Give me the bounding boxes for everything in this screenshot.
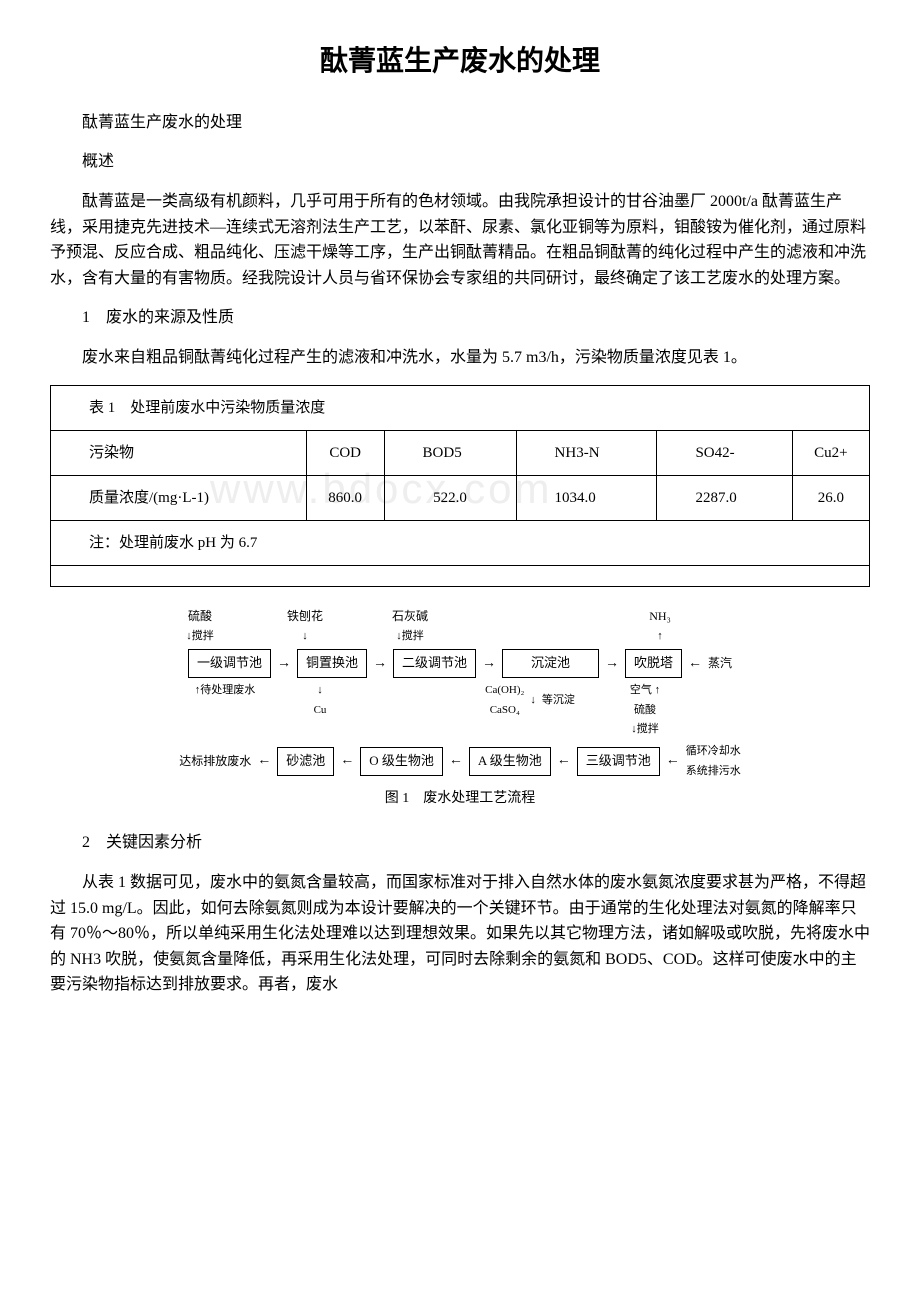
figure-1-caption: 图 1 废水处理工艺流程 (50, 788, 870, 810)
flow-node: 一级调节池 (188, 649, 271, 678)
section-2-paragraph: 从表 1 数据可见，废水中的氨氮含量较高，而国家标准对于排入自然水体的废水氨氮浓… (50, 870, 870, 998)
table-cell: 860.0 (306, 475, 384, 520)
table-row: 污染物 COD BOD5 NH3-N SO42- Cu2+ (51, 430, 870, 475)
table-header-cell: 污染物 (51, 430, 307, 475)
table-cell: 26.0 (792, 475, 869, 520)
table-cell: 1034.0 (516, 475, 657, 520)
table-cell: 522.0 (384, 475, 516, 520)
flow-label: NH₃ (649, 607, 671, 626)
flow-node: 砂滤池 (277, 747, 334, 776)
arrow-right-icon: → (277, 653, 291, 675)
arrow-up-icon: ↑ (657, 628, 663, 646)
flowchart-figure-1: 硫酸 ↓搅拌 铁刨花 ↓ 石灰碱 ↓搅拌 NH₃ ↑ 一级调节池 → 铜置换池 … (50, 607, 870, 811)
flow-label: 硫酸 (634, 702, 656, 720)
flow-node: 二级调节池 (393, 649, 476, 678)
section-2-heading: 2 关键因素分析 (50, 830, 870, 856)
table-1-caption: 表 1 处理前废水中污染物质量浓度 (51, 385, 870, 430)
arrow-down-icon: ↓ (302, 628, 308, 646)
flow-label: 硫酸 (188, 607, 212, 626)
table-1-wrapper: www.bdocx.com 表 1 处理前废水中污染物质量浓度 污染物 COD … (50, 385, 870, 587)
table-empty-row (51, 565, 870, 586)
flow-node: 铜置换池 (297, 649, 367, 678)
table-header-cell: COD (306, 430, 384, 475)
section-1-heading: 1 废水的来源及性质 (50, 305, 870, 331)
arrow-down-icon: ↓ (530, 692, 536, 710)
arrow-right-icon: → (605, 653, 619, 675)
table-row: 质量浓度/(mg·L-1) 860.0 522.0 1034.0 2287.0 … (51, 475, 870, 520)
flow-label: ↓搅拌 (186, 628, 214, 646)
flow-node: 沉淀池 (502, 649, 599, 678)
flow-label: 系统排污水 (686, 763, 741, 781)
table-1-note: 注：处理前废水 pH 为 6.7 (51, 520, 870, 565)
subtitle-line: 酞菁蓝生产废水的处理 (50, 110, 870, 136)
arrow-left-icon: ← (257, 750, 271, 772)
flow-label: 蒸汽 (708, 654, 732, 673)
overview-heading: 概述 (50, 149, 870, 175)
flow-node: 三级调节池 (577, 747, 660, 776)
flow-label: 空气 ↑ (630, 682, 660, 700)
arrow-left-icon: ← (449, 750, 463, 772)
table-header-cell: Cu2+ (792, 430, 869, 475)
table-header-cell: BOD5 (384, 430, 516, 475)
flow-label: 等沉淀 (542, 692, 575, 710)
table-header-cell: NH3-N (516, 430, 657, 475)
arrow-left-icon: ← (688, 653, 702, 675)
page-title: 酞菁蓝生产废水的处理 (50, 40, 870, 85)
arrow-down-icon: ↓ (317, 682, 323, 700)
flow-label: ↑待处理废水 (195, 682, 256, 700)
arrow-right-icon: → (482, 653, 496, 675)
flow-label: ↓搅拌 (396, 628, 424, 646)
flow-label: CaSO₄ (490, 702, 520, 720)
flow-label: 达标排放废水 (179, 752, 251, 771)
arrow-right-icon: → (373, 653, 387, 675)
table-row-label: 质量浓度/(mg·L-1) (51, 475, 307, 520)
flow-label: 循环冷却水 (686, 743, 741, 761)
arrow-left-icon: ← (557, 750, 571, 772)
overview-paragraph: 酞菁蓝是一类高级有机颜料，几乎可用于所有的色材领域。由我院承担设计的甘谷油墨厂 … (50, 189, 870, 291)
arrow-left-icon: ← (666, 750, 680, 772)
flow-node: O 级生物池 (360, 747, 443, 776)
flow-node: A 级生物池 (469, 747, 551, 776)
table-1: 表 1 处理前废水中污染物质量浓度 污染物 COD BOD5 NH3-N SO4… (50, 385, 870, 587)
table-header-cell: SO42- (657, 430, 792, 475)
section-1-paragraph: 废水来自粗品铜酞菁纯化过程产生的滤液和冲洗水，水量为 5.7 m3/h，污染物质… (50, 345, 870, 371)
flow-node: 吹脱塔 (625, 649, 682, 678)
flow-label: 石灰碱 (392, 607, 428, 626)
flow-label: ↓搅拌 (631, 721, 659, 739)
flow-label: 铁刨花 (287, 607, 323, 626)
flow-label: Cu (314, 702, 327, 720)
arrow-left-icon: ← (340, 750, 354, 772)
table-cell: 2287.0 (657, 475, 792, 520)
flow-label: Ca(OH)₂ (485, 682, 524, 700)
